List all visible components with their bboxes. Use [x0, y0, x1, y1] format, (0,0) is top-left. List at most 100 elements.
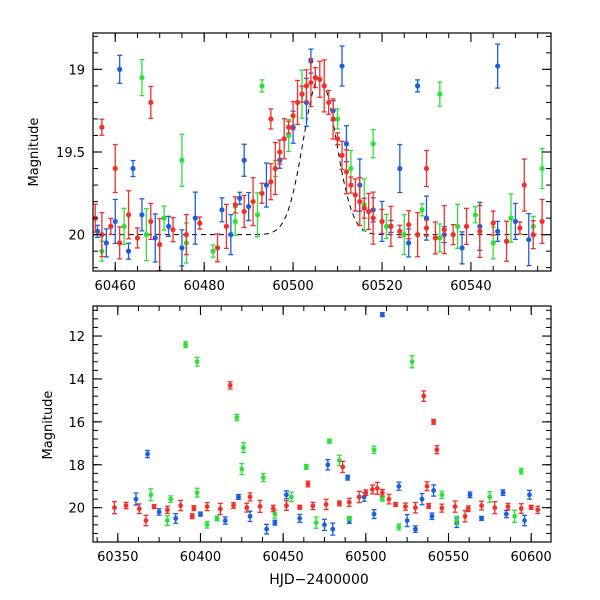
data-point: [121, 207, 127, 246]
data-point: [346, 497, 352, 507]
data-point: [495, 220, 501, 242]
data-point: [396, 523, 402, 531]
data-point: [334, 132, 341, 146]
data-point: [189, 513, 195, 520]
data-point: [539, 147, 545, 190]
data-point: [518, 503, 524, 514]
x-tick-label: 60350: [97, 550, 138, 565]
data-point: [409, 355, 415, 369]
data-point: [272, 141, 278, 196]
data-point: [303, 463, 309, 470]
x-tick-label: 60500: [345, 550, 386, 565]
data-point: [125, 190, 132, 240]
y-tick-label: 12: [68, 330, 85, 345]
top-series-0: [94, 43, 532, 267]
data-point: [183, 341, 189, 349]
data-point: [286, 120, 292, 134]
data-point: [527, 489, 533, 500]
data-point: [336, 500, 342, 507]
data-point: [237, 191, 243, 205]
data-point: [164, 515, 170, 526]
data-point: [294, 79, 301, 126]
data-point: [535, 505, 541, 515]
data-point: [505, 502, 511, 511]
bottom-axes-frame: [92, 305, 552, 543]
data-point: [439, 503, 445, 513]
data-point: [247, 510, 253, 523]
x-tick-label: 60600: [510, 550, 551, 565]
data-point: [330, 522, 336, 536]
data-point: [437, 81, 443, 107]
data-point: [179, 133, 185, 187]
data-point: [268, 163, 274, 201]
data-point: [441, 205, 447, 255]
data-point: [197, 511, 203, 517]
data-point: [371, 509, 377, 520]
data-point: [431, 418, 437, 425]
x-tick-label: 60550: [428, 550, 469, 565]
data-point: [402, 502, 408, 511]
data-point: [455, 203, 461, 250]
data-point: [103, 228, 109, 258]
data-point: [325, 458, 331, 471]
data-point: [517, 221, 523, 235]
bottom-series-0: [133, 311, 533, 536]
y-tick-label: 19: [68, 63, 85, 78]
data-point: [313, 516, 319, 529]
data-point: [477, 204, 483, 258]
data-point: [125, 242, 132, 260]
top-panel-zoomed-light-curve: 60460 60480 60500 60520 60540 19 19.5 20: [56, 32, 552, 294]
data-point: [164, 505, 170, 515]
data-point: [297, 504, 303, 510]
x-tick-label: 60460: [95, 279, 136, 294]
data-point: [288, 491, 294, 503]
data-point: [393, 501, 399, 508]
data-point: [431, 484, 437, 497]
data-point: [343, 149, 350, 195]
data-point: [423, 219, 430, 237]
data-point: [366, 192, 372, 231]
data-point: [246, 191, 252, 222]
data-point: [465, 505, 471, 513]
data-point: [161, 205, 167, 231]
y-tick-label: 20: [68, 229, 85, 244]
data-point: [305, 480, 311, 488]
data-point: [406, 210, 412, 240]
data-point: [268, 108, 274, 130]
data-point: [170, 217, 176, 243]
data-point: [345, 474, 351, 481]
data-point: [369, 484, 375, 495]
data-point: [467, 491, 473, 499]
data-point: [145, 449, 151, 459]
data-point: [219, 197, 225, 223]
data-point: [326, 89, 332, 116]
data-point: [472, 206, 479, 224]
data-point: [404, 513, 410, 528]
data-point: [222, 516, 228, 525]
data-point: [310, 501, 316, 511]
data-point: [462, 510, 468, 523]
data-point: [479, 500, 485, 511]
data-point: [148, 202, 154, 241]
data-point: [370, 129, 376, 159]
data-point: [143, 207, 149, 262]
data-point: [183, 213, 189, 256]
data-point: [194, 356, 200, 367]
data-point: [239, 462, 245, 476]
data-point: [492, 501, 498, 515]
data-point: [370, 191, 376, 245]
data-point: [247, 492, 253, 502]
x-tick-label: 60500: [272, 279, 313, 294]
data-point: [148, 488, 154, 502]
data-point: [415, 211, 421, 258]
data-point: [263, 162, 270, 208]
data-point: [421, 390, 427, 402]
data-point: [272, 519, 278, 526]
data-point: [321, 59, 327, 113]
y-tick-label: 20: [68, 502, 85, 517]
data-point: [356, 490, 362, 504]
data-point: [321, 518, 327, 532]
data-point: [130, 159, 136, 178]
data-point: [254, 192, 261, 238]
data-point: [112, 198, 118, 245]
